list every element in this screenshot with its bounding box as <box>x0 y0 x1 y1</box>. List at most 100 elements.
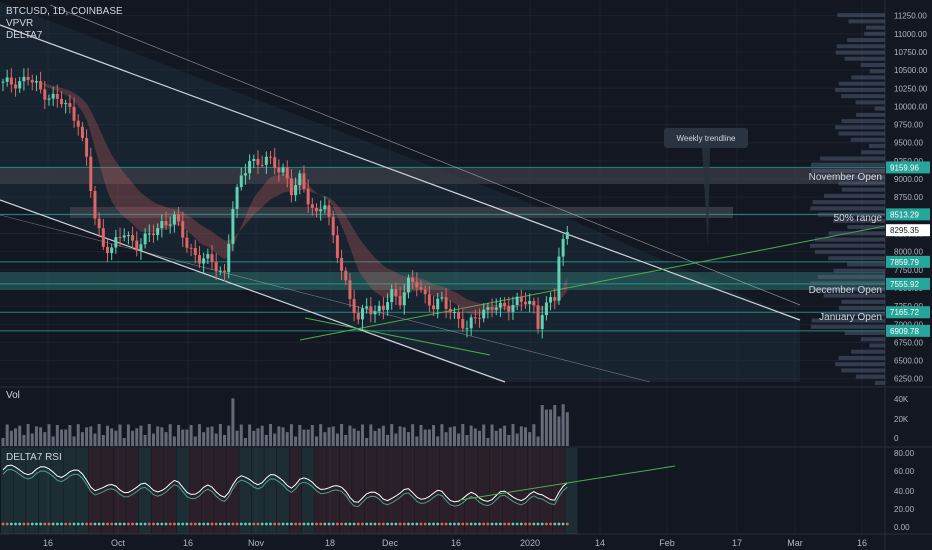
rsi-dot <box>223 522 226 526</box>
vpvr-histogram <box>810 13 885 385</box>
candle-body <box>436 298 440 310</box>
volume-bar <box>235 430 239 446</box>
rsi-dot <box>553 522 557 526</box>
price-tick-label: 9750.00 <box>894 121 923 130</box>
rsi-dot <box>319 522 323 526</box>
vpvr-bar <box>864 31 885 36</box>
candle-body <box>432 305 436 310</box>
lower-trendline-2 <box>0 214 651 383</box>
candle-body <box>114 237 118 248</box>
volume-bar <box>540 404 544 446</box>
rsi-dot <box>427 522 431 526</box>
volume-bar <box>30 433 34 446</box>
candle-body <box>381 305 385 310</box>
rsi-zone <box>427 448 440 534</box>
rsi-dot <box>352 522 356 526</box>
volume-bar <box>381 425 385 446</box>
candle-body <box>218 270 222 272</box>
vpvr-bar <box>851 349 885 354</box>
candle-body <box>511 305 515 312</box>
volume-bar <box>340 424 344 446</box>
rsi-dot <box>519 522 523 526</box>
volume-bar <box>252 430 256 446</box>
candle-body <box>193 248 197 256</box>
candle-body <box>34 81 38 83</box>
indicator-delta7-label[interactable]: DELTA7 <box>6 30 43 41</box>
vpvr-bar <box>869 69 885 74</box>
rsi-dot <box>494 522 498 526</box>
rsi-dot <box>106 522 109 526</box>
volume-bar <box>386 434 390 446</box>
volume-bar <box>189 425 193 446</box>
candle-body <box>97 218 101 229</box>
rsi-dot <box>260 522 264 526</box>
candle-body <box>252 158 256 162</box>
rsi-dot <box>147 522 151 526</box>
vpvr-bar <box>828 256 885 261</box>
volume-bar <box>18 425 22 446</box>
candle-body <box>156 228 160 236</box>
vpvr-bar <box>847 38 885 43</box>
rsi-zone <box>101 448 114 534</box>
candle-body <box>494 307 498 310</box>
candle-body <box>528 300 532 305</box>
volume-bar <box>507 434 511 446</box>
rsi-zones <box>1 448 578 534</box>
candle-body <box>302 173 306 189</box>
rsi-dot <box>193 522 197 526</box>
candle-body <box>478 317 482 319</box>
rsi-zone <box>13 448 26 534</box>
november-open-band <box>0 168 885 184</box>
rsi-zone <box>151 448 164 534</box>
candle-body <box>126 235 130 237</box>
candle-body <box>1 81 5 83</box>
candle-body <box>507 305 511 312</box>
volume-bar <box>243 437 247 446</box>
volume-bar <box>1 438 5 446</box>
volume-bar <box>532 424 536 446</box>
vpvr-bar <box>844 56 885 61</box>
volume-bar <box>273 433 277 446</box>
rsi-dots <box>1 522 569 526</box>
rsi-dot <box>457 522 461 526</box>
candle-body <box>30 80 34 83</box>
rsi-pane-title[interactable]: DELTA7 RSI <box>6 452 62 463</box>
rsi-dot <box>511 522 515 526</box>
volume-bar <box>269 424 273 446</box>
indicator-vpvr-label[interactable]: VPVR <box>6 18 34 29</box>
upper-trendline-2 <box>49 4 801 306</box>
rsi-dot <box>9 522 13 526</box>
volume-bar <box>310 425 314 446</box>
annotation-box <box>664 128 748 148</box>
volume-bar <box>331 426 335 446</box>
vpvr-bar <box>835 125 885 130</box>
price-tick-label: 7000.00 <box>894 320 923 329</box>
rsi-dot <box>206 522 210 526</box>
candle-body <box>55 93 59 99</box>
volume-bar <box>72 436 76 446</box>
rsi-dot <box>419 522 423 526</box>
vpvr-bar <box>835 362 885 367</box>
volume-bar <box>193 436 197 446</box>
volume-bar <box>110 428 114 446</box>
price-tag-label: 7165.72 <box>890 308 919 317</box>
symbol-title[interactable]: BTCUSD, 1D, COINBASE <box>6 6 123 17</box>
annotation-pointer <box>702 148 710 248</box>
rsi-dot <box>152 522 155 526</box>
volume-bar <box>9 430 13 446</box>
rsi-dot <box>315 522 318 526</box>
rsi-dot <box>156 522 160 526</box>
candle-body <box>189 247 193 249</box>
rsi-zone <box>251 448 264 534</box>
rsi-dot <box>486 522 490 526</box>
rsi-dot <box>122 522 126 526</box>
rsi-dot <box>440 522 444 526</box>
rsi-zone <box>565 448 578 534</box>
volume-bar <box>85 427 89 446</box>
volume-pane-title[interactable]: Vol <box>6 390 20 401</box>
vpvr-bar <box>833 218 885 223</box>
candle-body <box>18 81 22 89</box>
candles <box>1 67 569 339</box>
candle-body <box>394 289 398 297</box>
